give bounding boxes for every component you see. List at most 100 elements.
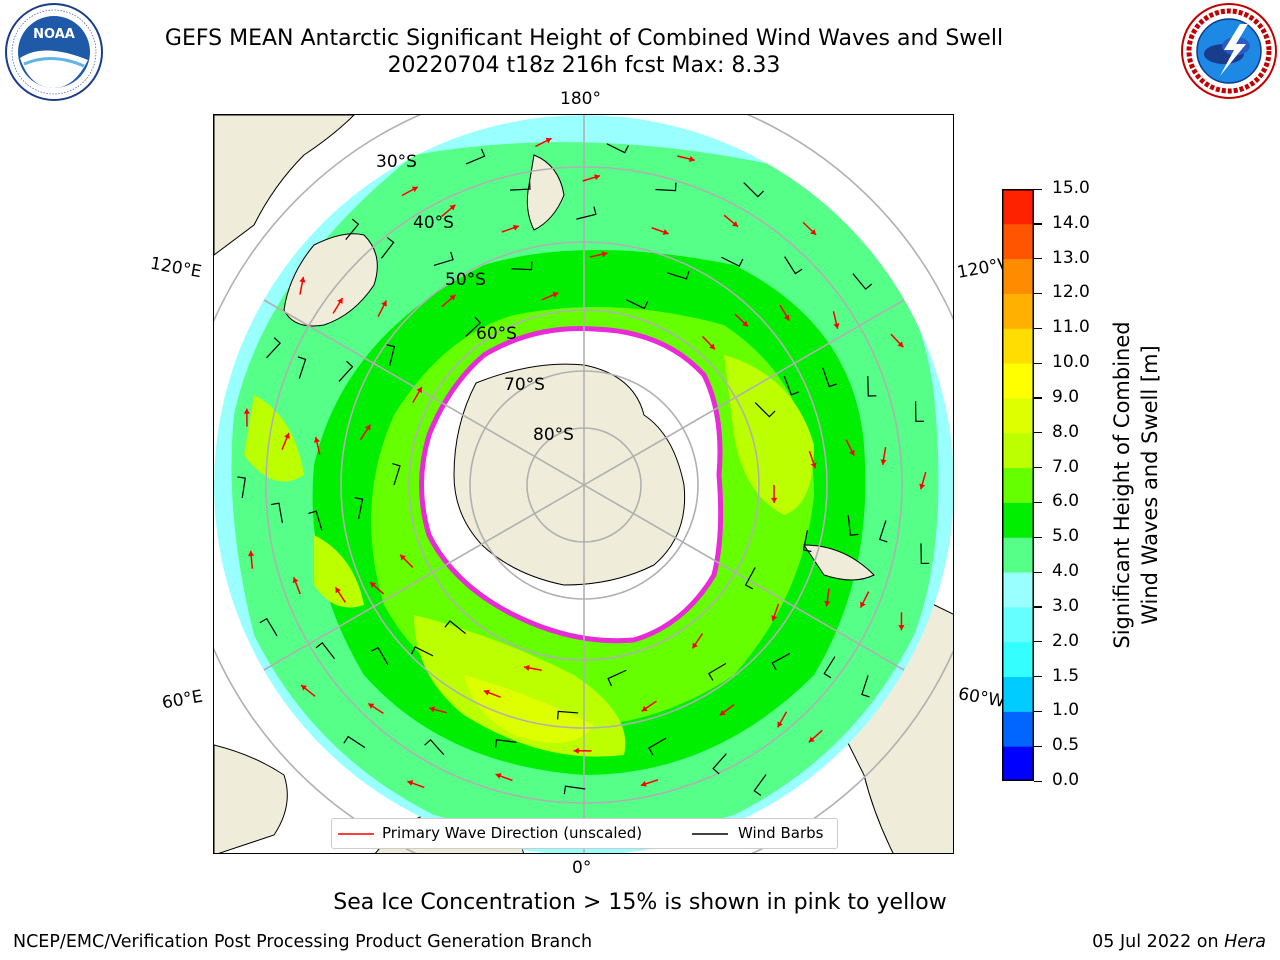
wind-barb [867, 376, 877, 397]
wave-arrow-head [299, 276, 306, 283]
wind-barb [823, 656, 836, 679]
lat-label-60s: 60°S [476, 324, 517, 344]
colorbar-tick-mark [1034, 606, 1042, 608]
colorbar-tick-label: 8.0 [1052, 421, 1080, 442]
colorbar-tick-mark [1034, 501, 1042, 504]
wave-arrow-head [337, 298, 343, 305]
wind-barb [915, 401, 924, 422]
wind-barb [743, 182, 764, 198]
colorbar-tick-label: 10.0 [1052, 352, 1090, 373]
colorbar-cell [1002, 258, 1034, 294]
footer-date: 05 Jul 2022 on Hera [1092, 932, 1266, 952]
wind-barb [494, 739, 517, 748]
wind-barb [744, 567, 756, 590]
wind-barb [563, 785, 586, 795]
colorbar-cell [1002, 676, 1034, 712]
colorbar-cell [1002, 189, 1034, 225]
wave-arrow-head [662, 229, 669, 235]
wave-arrow-head [449, 204, 456, 211]
wave-arrow-head [860, 601, 866, 608]
wind-barb [754, 402, 776, 418]
wave-arrow-head [641, 705, 648, 712]
wave-direction-arrows [243, 137, 927, 789]
wave-arrow-head [692, 642, 698, 649]
wind-barb [433, 251, 454, 266]
wave-arrow-head [783, 314, 790, 321]
wave-arrow-head [771, 497, 778, 503]
colorbar-tick-label: 0.5 [1052, 735, 1080, 756]
chart-title: GEFS MEAN Antarctic Significant Height o… [164, 26, 1004, 51]
wind-barb [771, 652, 791, 671]
wave-arrow-head [594, 174, 600, 181]
wind-barb [270, 502, 283, 523]
colorbar-cell [1002, 397, 1034, 434]
sea-ice-note: Sea Ice Concentration > 15% is shown in … [333, 890, 947, 915]
wind-legend-line [692, 833, 728, 835]
wind-barb [667, 271, 690, 280]
wave-arrow-head [897, 341, 904, 348]
wave-arrow-head [429, 706, 436, 713]
wave-arrow-head [919, 483, 926, 490]
wind-barb [576, 206, 597, 220]
wave-arrow-head [771, 615, 778, 621]
wind-barb [783, 375, 800, 396]
colorbar-tick-mark [1034, 780, 1042, 782]
wind-barb [345, 218, 360, 241]
wind-barb [315, 642, 336, 660]
wind-barb [712, 753, 727, 775]
wave-arrow-head [313, 437, 320, 443]
wave-arrow-head [416, 386, 422, 393]
wind-barb [386, 344, 396, 367]
wave-arrow-head [833, 323, 840, 329]
lat-label-80s: 80°S [533, 425, 574, 445]
colorbar-tick-label: 4.0 [1052, 561, 1080, 582]
wave-arrow-head [512, 224, 519, 231]
wave-arrow-head [808, 736, 815, 743]
wind-barb [411, 646, 434, 657]
wind-barb [465, 148, 486, 165]
colorbar-tick-mark [1034, 641, 1042, 643]
wave-arrow-head [483, 689, 490, 696]
colorbar-tick-label: 1.0 [1052, 700, 1080, 721]
footer-branch: NCEP/EMC/Verification Post Processing Pr… [13, 932, 593, 952]
wave-arrow-head [381, 300, 387, 307]
colorbar-tick-mark [1034, 745, 1042, 747]
wind-barb [655, 182, 677, 192]
colorbar-tick-mark [1034, 536, 1042, 538]
wind-barb [380, 237, 395, 259]
wave-arrow-head [364, 424, 371, 431]
wind-barb [266, 337, 281, 359]
wave-arrow-head [524, 664, 530, 671]
colorbar-tick-mark [1034, 258, 1042, 260]
wind-barb [338, 360, 354, 382]
colorbar-tick-label: 3.0 [1052, 595, 1080, 616]
colorbar-cell [1002, 293, 1034, 329]
wind-barb [424, 738, 445, 756]
continents [283, 154, 875, 581]
footer-date-text: 05 Jul 2022 on [1092, 932, 1225, 952]
wind-barb [511, 261, 533, 271]
wave-arrow-head [411, 186, 418, 193]
colorbar-tick-mark [1034, 710, 1042, 713]
colorbar-tick-mark [1034, 327, 1042, 329]
wind-barb [607, 669, 627, 687]
colorbar-cell [1002, 467, 1034, 503]
colorbar-cell [1002, 711, 1034, 747]
colorbar-tick-label: 11.0 [1052, 317, 1090, 338]
wind-barbs [237, 143, 930, 796]
colorbar-cell [1002, 606, 1034, 643]
wind-barb [444, 620, 466, 635]
wind-barb [509, 181, 531, 191]
colorbar-tick-mark [1034, 432, 1042, 434]
wave-arrow-head [449, 294, 456, 301]
colorbar-tick-label: 12.0 [1052, 282, 1090, 303]
map-legend: Primary Wave Direction (unscaled) Wind B… [331, 818, 838, 849]
wind-barb [354, 497, 364, 519]
colorbar [1002, 189, 1034, 781]
wind-barb [626, 299, 649, 310]
colorbar-cell [1002, 432, 1034, 469]
colorbar-tick-label: 6.0 [1052, 491, 1080, 512]
colorbar-tick-label: 5.0 [1052, 526, 1080, 547]
colorbar-tick-label: 7.0 [1052, 456, 1080, 477]
colorbar-cell [1002, 746, 1034, 781]
